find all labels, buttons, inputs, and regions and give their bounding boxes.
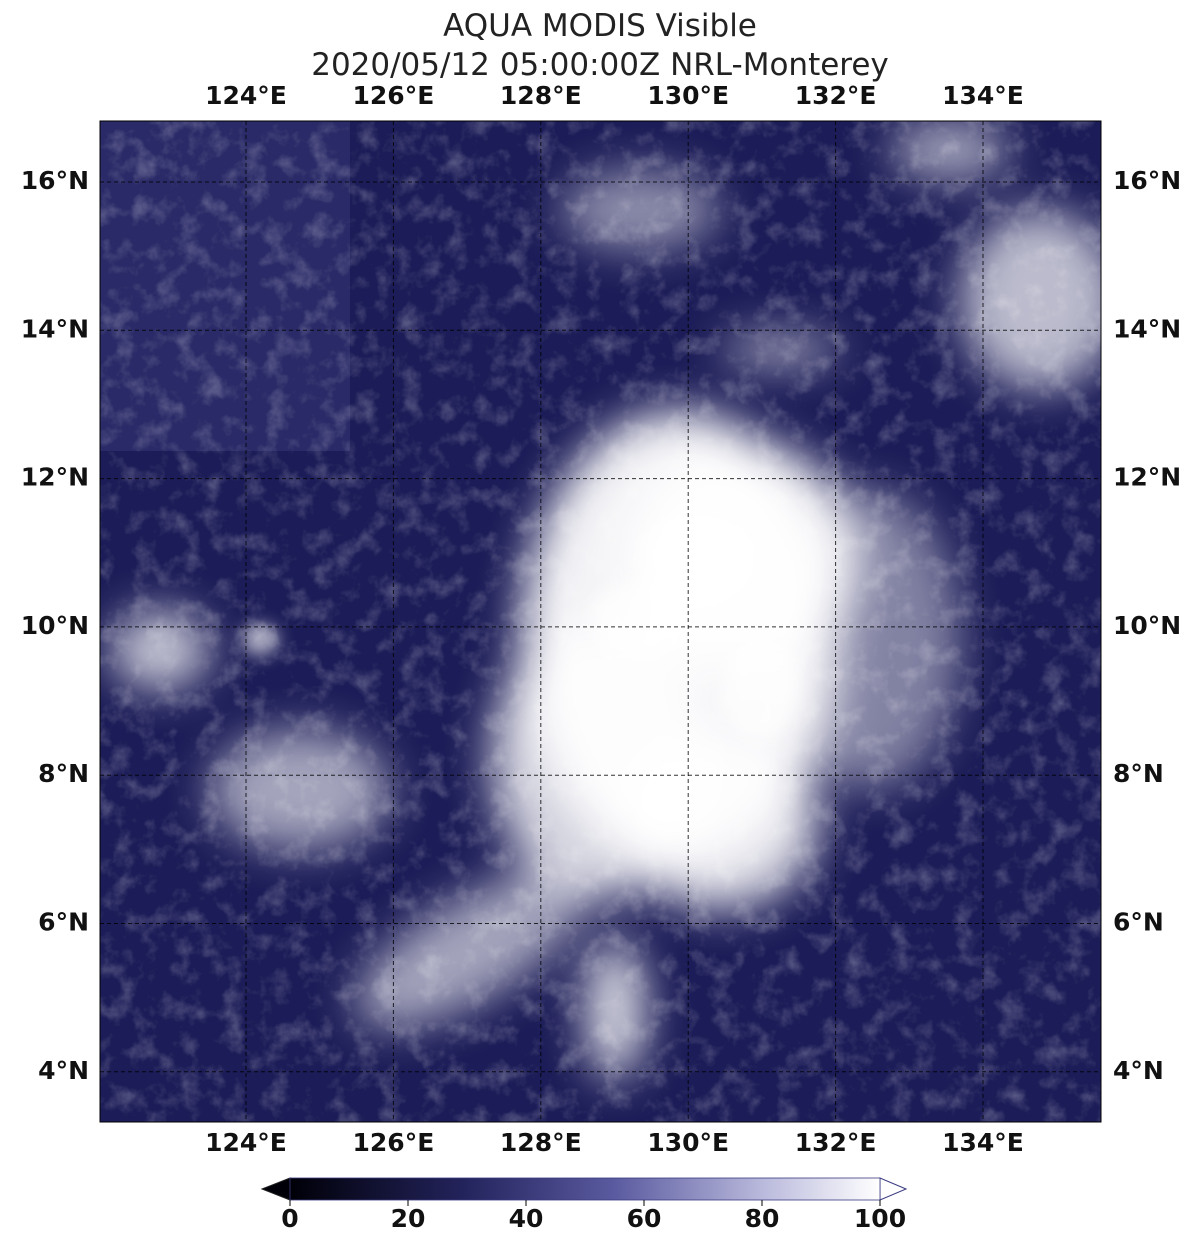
colorbar-over [879, 1177, 908, 1201]
lat-label: 6°N [38, 908, 89, 937]
satellite-image [100, 121, 1101, 1122]
lon-label: 134°E [942, 81, 1024, 110]
colorbar-tick-label: 40 [509, 1204, 544, 1233]
lon-label: 126°E [353, 1128, 435, 1157]
lon-label: 130°E [647, 81, 729, 110]
lon-label: 132°E [795, 1128, 877, 1157]
lon-label: 126°E [353, 81, 435, 110]
colorbar-tick-label: 20 [391, 1204, 426, 1233]
lat-label: 16°N [1113, 166, 1181, 195]
lat-label: 14°N [21, 314, 89, 343]
lat-label: 10°N [1113, 611, 1181, 640]
lon-label: 130°E [647, 1128, 729, 1157]
title-line: AQUA MODIS Visible [443, 8, 757, 44]
title-line: 2020/05/12 05:00:00Z NRL-Monterey [311, 47, 889, 83]
lat-label: 12°N [21, 463, 89, 492]
lat-label: 4°N [1113, 1056, 1164, 1085]
lon-label: 128°E [500, 1128, 582, 1157]
lon-label: 128°E [500, 81, 582, 110]
lon-label: 134°E [942, 1128, 1024, 1157]
lon-label: 132°E [795, 81, 877, 110]
colorbar-body [289, 1177, 881, 1201]
lat-label: 8°N [1113, 759, 1164, 788]
lon-label: 124°E [205, 1128, 287, 1157]
colorbar-tick-label: 80 [745, 1204, 780, 1233]
colorbar-under [260, 1177, 291, 1201]
lon-label: 124°E [205, 81, 287, 110]
lat-label: 4°N [38, 1056, 89, 1085]
colorbar [260, 1177, 908, 1201]
colorbar-tick-label: 0 [281, 1204, 298, 1233]
lat-label: 16°N [21, 166, 89, 195]
lat-label: 14°N [1113, 314, 1181, 343]
map-frame [99, 120, 1102, 1123]
colorbar-tick-label: 100 [854, 1204, 906, 1233]
lat-label: 10°N [21, 611, 89, 640]
lat-label: 8°N [38, 759, 89, 788]
colorbar-tick-label: 60 [627, 1204, 662, 1233]
lat-label: 6°N [1113, 908, 1164, 937]
lat-label: 12°N [1113, 463, 1181, 492]
